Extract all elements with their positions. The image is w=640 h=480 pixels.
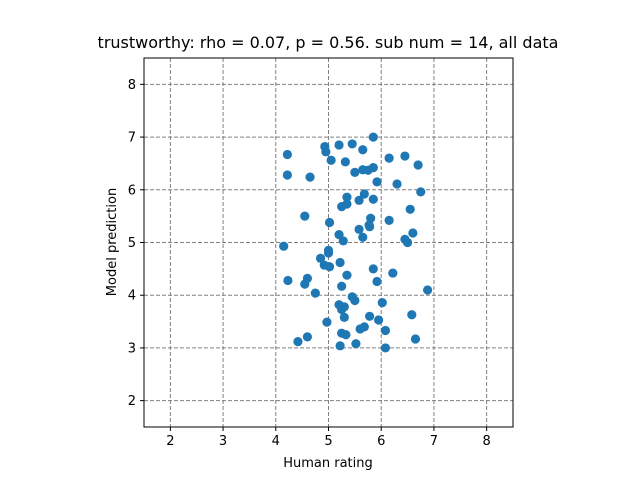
y-tick-label: 3 — [128, 341, 136, 356]
data-point — [380, 343, 391, 353]
data-point — [354, 224, 364, 234]
data-point — [310, 288, 320, 298]
data-point — [372, 177, 382, 187]
data-point — [302, 332, 313, 342]
data-point — [335, 341, 345, 351]
data-point — [338, 236, 348, 246]
x-tick-label: 6 — [377, 434, 385, 449]
data-point — [413, 160, 423, 170]
data-point — [365, 222, 375, 232]
data-point — [335, 257, 345, 268]
data-point — [407, 310, 417, 320]
data-point — [342, 192, 352, 202]
y-axis-label: Model prediction — [105, 188, 120, 296]
data-point — [337, 281, 347, 291]
data-point — [400, 151, 410, 161]
chart-title: trustworthy: rho = 0.07, p = 0.56. sub n… — [98, 33, 559, 52]
data-point — [423, 285, 433, 295]
data-point — [326, 155, 336, 165]
data-point — [373, 315, 384, 325]
data-point — [365, 311, 375, 321]
x-tick-label: 4 — [272, 434, 280, 449]
grid-lines — [144, 58, 513, 427]
data-point — [366, 213, 376, 223]
data-point — [300, 211, 310, 221]
data-point — [315, 253, 326, 263]
data-point — [408, 228, 418, 238]
data-point — [377, 297, 387, 308]
x-tick-label: 2 — [166, 434, 174, 449]
data-point — [392, 179, 402, 189]
axis-ticks: 2 3 4 5 6 7 8 2 3 4 5 6 7 8 — [128, 78, 491, 449]
data-point — [283, 275, 293, 286]
data-point — [402, 237, 413, 248]
data-point — [334, 140, 344, 150]
data-point — [372, 276, 382, 287]
data-point — [388, 268, 398, 278]
data-point — [282, 149, 292, 160]
x-tick-label: 5 — [324, 434, 332, 449]
data-point — [359, 189, 369, 199]
data-point — [358, 232, 368, 242]
data-point — [368, 194, 378, 204]
data-point — [300, 279, 310, 289]
data-point — [351, 339, 361, 349]
data-point — [384, 153, 394, 163]
data-point — [405, 204, 415, 214]
data-point — [293, 337, 303, 347]
y-tick-label: 2 — [128, 394, 136, 409]
data-point — [354, 195, 364, 205]
data-point — [324, 262, 335, 272]
data-point — [380, 325, 391, 336]
data-point — [342, 270, 352, 280]
data-point — [358, 145, 368, 155]
y-tick-label: 8 — [128, 78, 136, 93]
data-point — [339, 312, 349, 322]
data-points — [279, 132, 433, 353]
data-point — [321, 147, 331, 157]
y-tick-label: 5 — [128, 236, 136, 251]
data-point — [355, 324, 365, 334]
data-point — [337, 202, 347, 212]
y-tick-label: 7 — [128, 131, 136, 146]
data-point — [350, 167, 360, 177]
data-point — [324, 217, 335, 228]
x-tick-label: 3 — [219, 434, 227, 449]
data-point — [410, 334, 421, 344]
data-point — [350, 295, 360, 306]
data-point — [305, 172, 315, 182]
data-point — [279, 241, 289, 251]
x-tick-label: 8 — [483, 434, 491, 449]
x-axis-label: Human rating — [283, 456, 373, 471]
data-point — [416, 187, 426, 197]
data-point — [368, 132, 378, 142]
data-point — [282, 170, 292, 180]
data-point — [322, 317, 332, 327]
data-point — [368, 163, 378, 173]
data-point — [384, 215, 394, 225]
y-tick-label: 6 — [128, 183, 136, 198]
data-point — [347, 139, 357, 149]
x-tick-label: 7 — [430, 434, 438, 449]
data-point — [341, 330, 351, 340]
data-point — [323, 248, 334, 258]
data-point — [337, 304, 347, 315]
data-point — [368, 264, 378, 274]
data-point — [340, 157, 350, 167]
y-tick-label: 4 — [128, 289, 136, 304]
